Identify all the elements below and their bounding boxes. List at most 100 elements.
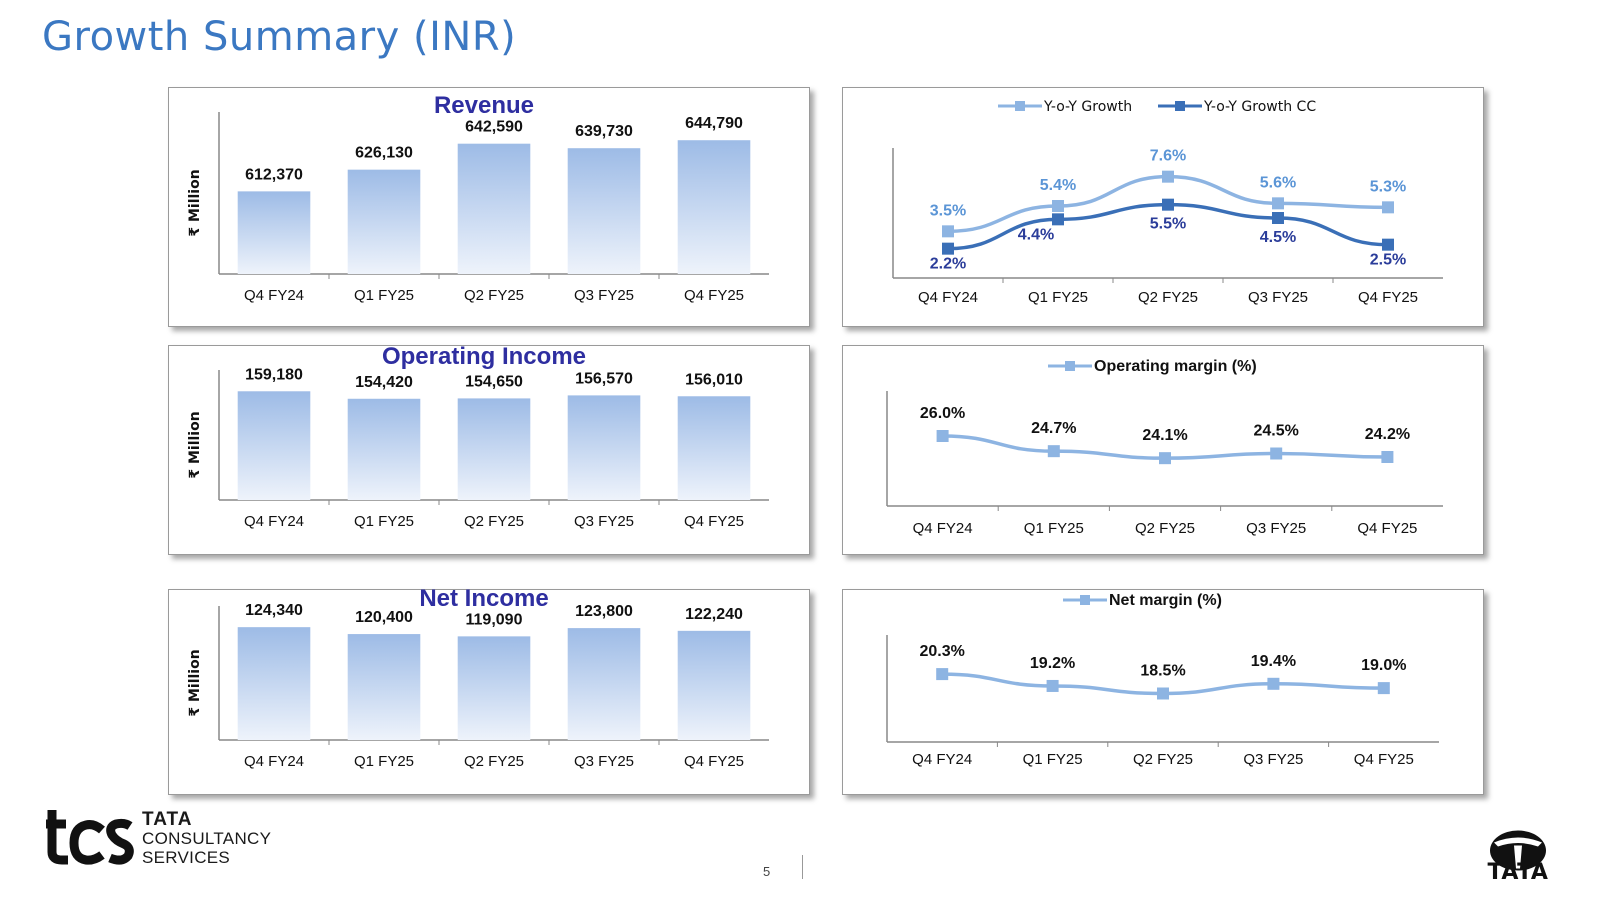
series-point	[1272, 197, 1284, 210]
series-point	[1157, 687, 1169, 700]
bar-value-label: 159,180	[245, 366, 303, 383]
operating-income-chart-panel: Operating Income ₹ Million 159,180 Q4 FY24 1…	[168, 343, 810, 555]
x-tick-label: Q3 FY25	[1246, 520, 1306, 537]
x-tick-label: Q4 FY24	[244, 287, 304, 304]
net-income-chart-panel: Net Income ₹ Million 124,340 Q4 FY24 120,400…	[168, 585, 810, 795]
bar-value-label: 123,800	[575, 603, 633, 620]
data-label: 2.5%	[1370, 252, 1406, 269]
x-tick-label: Q4 FY24	[918, 289, 978, 306]
operating-margin-chart-panel: Q4 FY24 Q1 FY25 Q2 FY25 Q3 FY25 Q4 FY25 Opera…	[842, 345, 1484, 555]
data-label: 24.2%	[1365, 426, 1410, 443]
bar	[457, 398, 531, 500]
series-point	[1267, 677, 1280, 690]
x-tick-label: Q1 FY25	[1023, 751, 1083, 768]
bar	[677, 396, 751, 500]
logo-line-3: SERVICES	[142, 848, 231, 867]
bar	[347, 169, 421, 274]
legend-marker	[1015, 101, 1025, 111]
page-divider	[802, 855, 803, 879]
bar	[347, 634, 421, 740]
y-axis-label: ₹ Million	[187, 169, 203, 236]
data-label: 24.1%	[1142, 427, 1187, 444]
operating-income-chart: Operating Income ₹ Million 159,180 Q4 FY24 1…	[187, 343, 769, 530]
data-label: 20.3%	[920, 643, 965, 660]
series-point	[1377, 682, 1390, 695]
x-tick-label: Q3 FY25	[574, 753, 634, 770]
tcs-logo-text: TATA CONSULTANCY SERVICES	[142, 810, 271, 867]
data-label: 2.2%	[930, 256, 966, 273]
page-number: 5	[763, 864, 771, 879]
x-tick-label: Q3 FY25	[574, 287, 634, 304]
net-income-chart: Net Income ₹ Million 124,340 Q4 FY24 120,400…	[187, 585, 769, 770]
bar-value-label: 612,370	[245, 166, 303, 183]
data-label: 5.5%	[1150, 216, 1186, 233]
x-tick-label: Q4 FY25	[1357, 520, 1417, 537]
series-point	[936, 668, 949, 681]
chart-title: Revenue	[434, 92, 534, 119]
series-point	[1162, 198, 1174, 211]
bar	[677, 140, 751, 274]
growth-chart: Q4 FY24 Q1 FY25 Q2 FY25 Q3 FY25 Q4 FY25 Y-o-Y…	[892, 99, 1443, 306]
chart-title: Net Income	[419, 585, 548, 612]
series-point	[1382, 238, 1394, 251]
y-axis-label: ₹ Million	[187, 649, 203, 716]
x-tick-label: Q2 FY25	[1133, 751, 1193, 768]
legend-marker	[1080, 595, 1090, 605]
y-axis-label: ₹ Million	[187, 411, 203, 478]
series-point	[1162, 170, 1174, 183]
legend-label: Y-o-Y Growth	[1043, 99, 1132, 115]
series-point	[1046, 679, 1059, 692]
legend-label: Net margin (%)	[1109, 592, 1222, 609]
series-point	[942, 225, 954, 238]
data-label: 3.5%	[930, 202, 966, 219]
data-label: 4.5%	[1260, 229, 1296, 246]
data-label: 24.5%	[1254, 423, 1299, 440]
data-label: 18.5%	[1140, 663, 1185, 680]
x-tick-label: Q2 FY25	[464, 287, 524, 304]
bar	[237, 391, 311, 500]
legend-marker	[1065, 361, 1075, 371]
legend-label: Operating margin (%)	[1094, 358, 1257, 375]
series-point	[1382, 201, 1394, 214]
bar-value-label: 120,400	[355, 609, 413, 626]
bar-value-label: 119,090	[466, 611, 523, 628]
series-point	[936, 430, 949, 442]
data-label: 5.4%	[1040, 177, 1076, 194]
x-tick-label: Q4 FY25	[1358, 289, 1418, 306]
data-label: 24.7%	[1031, 420, 1076, 437]
x-tick-label: Q1 FY25	[1024, 520, 1084, 537]
data-label: 5.3%	[1370, 178, 1406, 195]
net-margin-chart: Q4 FY24 Q1 FY25 Q2 FY25 Q3 FY25 Q4 FY25 Net m…	[886, 592, 1439, 768]
data-label: 5.6%	[1260, 174, 1296, 191]
legend-label: Y-o-Y Growth CC	[1203, 99, 1316, 115]
page-title: Growth Summary (INR)	[42, 14, 517, 60]
revenue-chart: Revenue ₹ Million 612,370 Q4 FY24 626,130 Q1 …	[187, 92, 769, 304]
bar-value-label: 156,010	[685, 371, 743, 388]
logo-line-1: TATA	[142, 809, 193, 830]
bar	[457, 636, 531, 740]
series-point	[1047, 445, 1060, 458]
bar-value-label: 154,650	[465, 373, 523, 390]
x-tick-label: Q4 FY24	[244, 513, 304, 530]
logo-line-2: CONSULTANCY	[142, 829, 272, 848]
bar	[567, 148, 641, 274]
x-tick-label: Q4 FY24	[244, 753, 304, 770]
chart-title: Operating Income	[382, 343, 586, 370]
x-tick-label: Q4 FY24	[912, 751, 972, 768]
data-label: 19.0%	[1361, 657, 1406, 674]
series-point	[942, 242, 954, 255]
x-tick-label: Q2 FY25	[1135, 520, 1195, 537]
x-tick-label: Q4 FY24	[913, 520, 973, 537]
legend-marker	[1175, 101, 1185, 111]
x-tick-label: Q1 FY25	[354, 287, 414, 304]
series-point	[1052, 200, 1064, 212]
bar	[237, 627, 311, 740]
x-tick-label: Q2 FY25	[464, 513, 524, 530]
bar	[237, 191, 311, 274]
bar	[677, 630, 751, 740]
data-label: 4.4%	[1018, 226, 1054, 243]
x-tick-label: Q1 FY25	[354, 753, 414, 770]
bar-value-label: 124,340	[245, 602, 303, 619]
bar	[567, 628, 641, 740]
series-point	[1159, 452, 1171, 465]
